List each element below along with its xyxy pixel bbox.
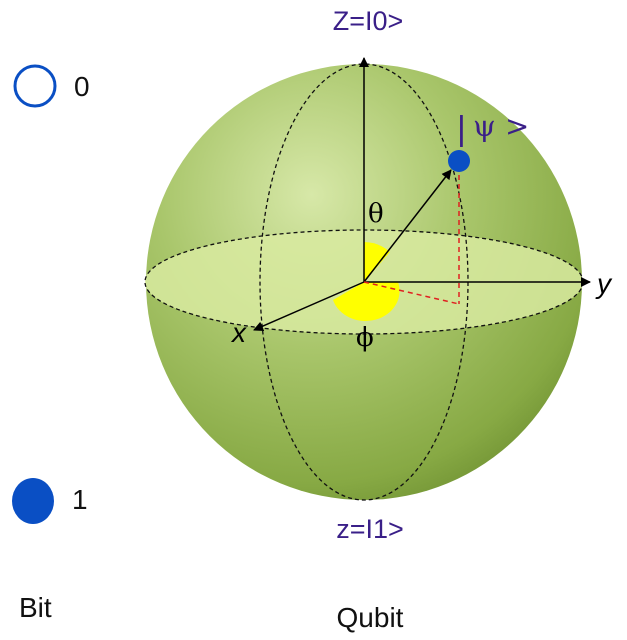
top-state-label: Z=I0> — [333, 6, 404, 36]
x-axis — [253, 281, 365, 331]
bottom-state-label: z=I1> — [336, 514, 404, 544]
state-vector — [363, 169, 452, 283]
phi-angle-marker — [333, 282, 400, 322]
y-axis-label: y — [595, 268, 613, 299]
bit-state-0-circle — [13, 64, 57, 108]
theta-label: θ — [368, 199, 384, 229]
theta-angle-marker — [364, 242, 390, 282]
state-point — [448, 150, 470, 172]
bit-state-0-label: 0 — [74, 71, 90, 102]
x-axis-label: x — [230, 317, 247, 348]
phi-label: ϕ — [356, 323, 374, 353]
bit-state-1-label: 1 — [72, 484, 88, 515]
psi-label: ψ > — [473, 109, 529, 143]
psi-bar: | — [457, 110, 466, 148]
bit-caption: Bit — [19, 592, 52, 623]
bit-state-1-circle — [12, 478, 54, 524]
qubit-caption: Qubit — [337, 602, 404, 633]
horizontal-projection — [363, 281, 460, 305]
